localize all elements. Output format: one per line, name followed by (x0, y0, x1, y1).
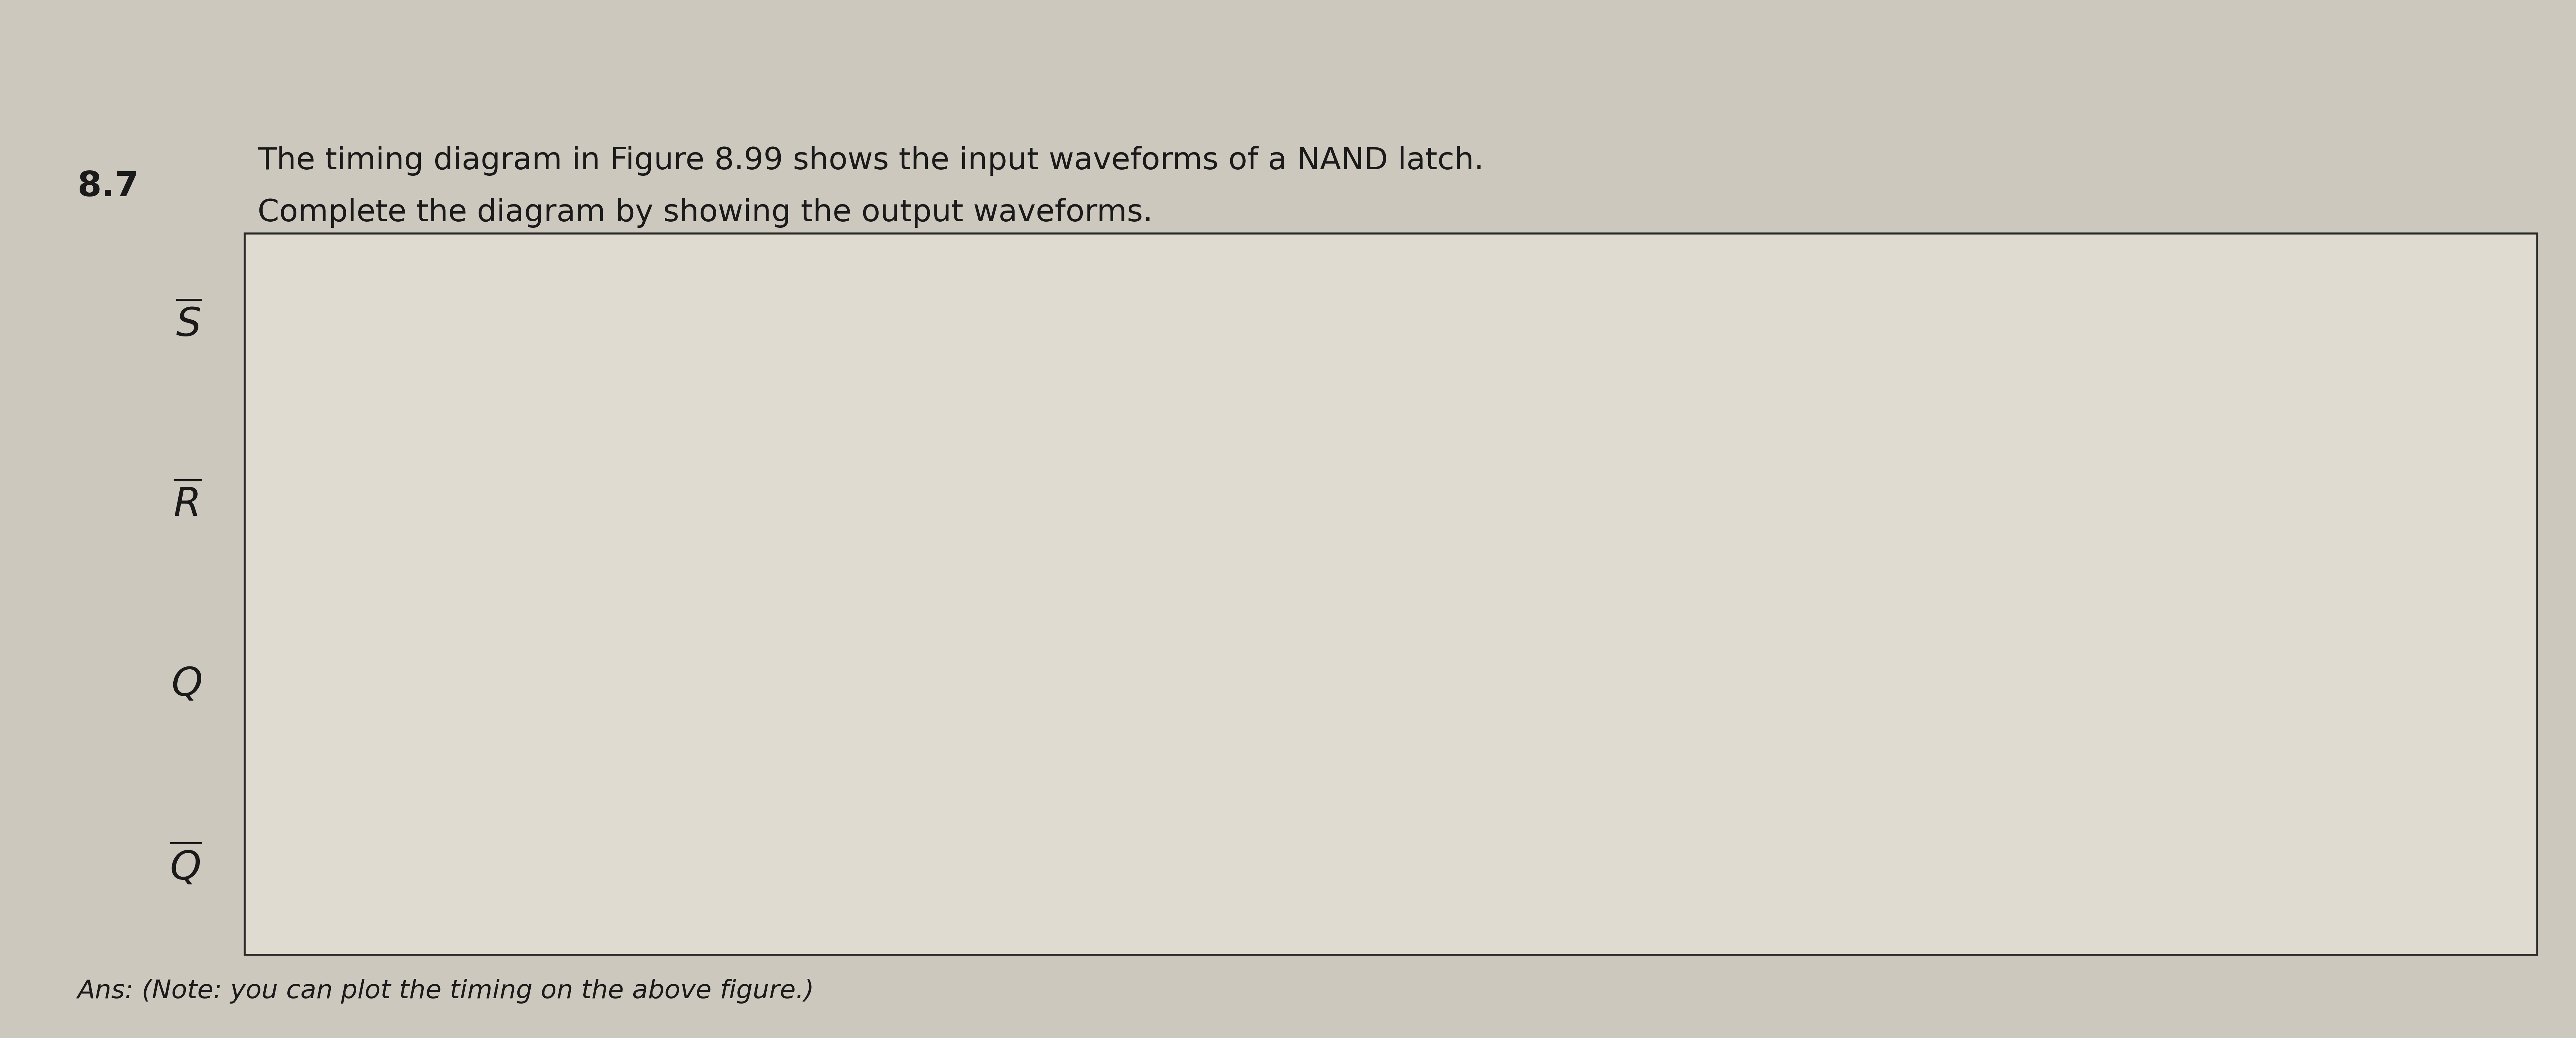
Text: $\overline{R}$: $\overline{R}$ (173, 484, 201, 524)
Text: Complete the diagram by showing the output waveforms.: Complete the diagram by showing the outp… (258, 198, 1154, 227)
Text: The timing diagram in Figure 8.99 shows the input waveforms of a NAND latch.: The timing diagram in Figure 8.99 shows … (258, 146, 1484, 175)
Text: $Q$: $Q$ (170, 665, 201, 704)
Text: $\overline{Q}$: $\overline{Q}$ (170, 842, 201, 887)
Text: Ans: (Note: you can plot the timing on the above figure.): Ans: (Note: you can plot the timing on t… (77, 979, 814, 1004)
Text: $\overline{S}$: $\overline{S}$ (175, 303, 201, 345)
Text: 8.7: 8.7 (77, 170, 139, 203)
